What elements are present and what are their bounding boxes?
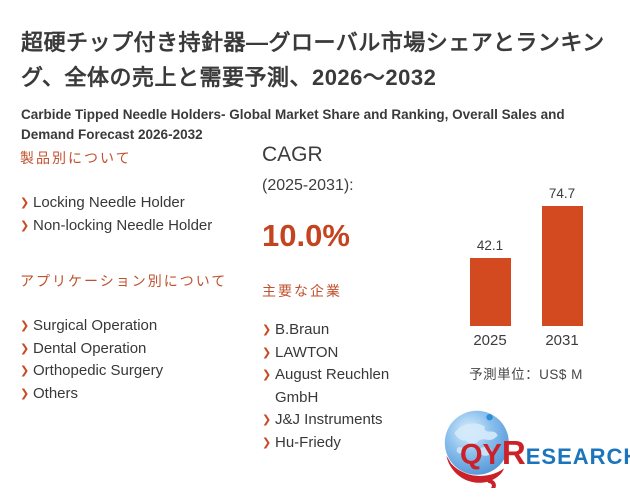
market-size-chart: 42.1 2025 74.7 2031 予測単位：US$ M — [435, 186, 617, 383]
companies-list: ❯ B.Braun ❯ LAWTON ❯ August Reuchlen GmbH ❯ J&J… — [262, 319, 427, 454]
list-item-label: Surgical Operation — [33, 317, 158, 334]
list-item: ❯ B.Braun — [262, 319, 427, 342]
chevron-bullet-icon: ❯ — [262, 436, 272, 449]
list-item: ❯ Hu-Friedy — [262, 432, 427, 455]
page-subtitle-english: Carbide Tipped Needle Holders- Global Ma… — [21, 106, 565, 143]
bar — [541, 206, 583, 326]
logo-text-esearch: ESEARCH — [525, 444, 630, 469]
logo-text-qy: QY — [460, 439, 502, 471]
list-item-label: Orthopedic Surgery — [33, 362, 164, 379]
list-item: ❯ Locking Needle Holder — [20, 192, 255, 215]
list-item: ❯ Surgical Operation — [20, 315, 255, 338]
cagr-value: 10.0% — [262, 218, 350, 253]
chevron-bullet-icon: ❯ — [262, 414, 272, 426]
list-item-label: J&J Instruments — [275, 411, 383, 428]
bar — [469, 258, 511, 326]
bar-group: 74.7 2031 — [541, 186, 583, 349]
chevron-bullet-icon: ❯ — [262, 324, 272, 336]
product-list: ❯ Locking Needle Holder ❯ Non-locking Needl… — [20, 192, 255, 237]
logo-text-r: R — [501, 434, 526, 471]
bar-category-label: 2025 — [473, 332, 507, 349]
chevron-bullet-icon: ❯ — [20, 365, 30, 377]
list-item: ❯ J&J Instruments — [262, 409, 427, 432]
cagr-period: (2025-2031): — [262, 177, 354, 194]
list-item-label: August Reuchlen GmbH — [275, 366, 390, 406]
list-item: ❯ August Reuchlen GmbH — [262, 364, 427, 409]
list-item-label: LAWTON — [275, 343, 339, 361]
chevron-bullet-icon: ❯ — [20, 219, 30, 232]
bar-category-label: 2031 — [545, 332, 579, 349]
logo-wordmark: QY R ESEARCH — [460, 434, 630, 472]
list-item-label: B.Braun — [275, 321, 330, 338]
chart-unit-note: 予測単位：US$ M — [469, 367, 583, 382]
list-item: ❯ Orthopedic Surgery — [20, 360, 255, 383]
chevron-bullet-icon: ❯ — [262, 369, 272, 381]
chevron-bullet-icon: ❯ — [20, 197, 30, 209]
bar-value-label: 74.7 — [548, 186, 576, 201]
globe-icon — [444, 410, 509, 488]
list-item-label: Hu-Friedy — [275, 433, 341, 451]
qyresearch-logo: QY R ESEARCH — [438, 398, 630, 490]
companies-section-heading: 主要な企業 — [262, 283, 342, 299]
list-item-label: Locking Needle Holder — [33, 194, 185, 211]
list-item: ❯ Dental Operation — [20, 338, 255, 361]
segments-column: 製品別について ❯ Locking Needle Holder ❯ Non-locki… — [20, 148, 255, 405]
application-section-heading: アプリケーション別について — [20, 273, 228, 289]
cagr-label: CAGR — [262, 143, 323, 166]
list-item-label: Non-locking Needle Holder — [33, 216, 213, 234]
chevron-bullet-icon: ❯ — [20, 320, 30, 332]
header: 超硬チップ付き持針器—グローバル市場シェアとランキング、全体の売上と需要予測、2… — [21, 26, 613, 146]
chevron-bullet-icon: ❯ — [20, 387, 30, 400]
list-item: ❯ Others — [20, 383, 255, 406]
list-item-label: Dental Operation — [33, 339, 147, 357]
application-list: ❯ Surgical Operation ❯ Dental Operation ❯ Ort… — [20, 315, 255, 405]
chevron-bullet-icon: ❯ — [262, 346, 272, 359]
product-section-heading: 製品別について — [20, 150, 132, 166]
list-item: ❯ LAWTON — [262, 342, 427, 365]
bar-group: 42.1 2025 — [469, 238, 511, 349]
chevron-bullet-icon: ❯ — [20, 342, 30, 355]
cagr-companies-column: CAGR (2025-2031): 10.0% 主要な企業 ❯ B.Braun ❯ L… — [262, 143, 427, 454]
bar-value-label: 42.1 — [476, 238, 504, 253]
page-title-japanese: 超硬チップ付き持針器—グローバル市場シェアとランキング、全体の売上と需要予測、2… — [21, 30, 605, 90]
list-item-label: Others — [33, 384, 79, 402]
list-item: ❯ Non-locking Needle Holder — [20, 215, 255, 238]
bar-chart: 42.1 2025 74.7 2031 — [435, 186, 617, 349]
